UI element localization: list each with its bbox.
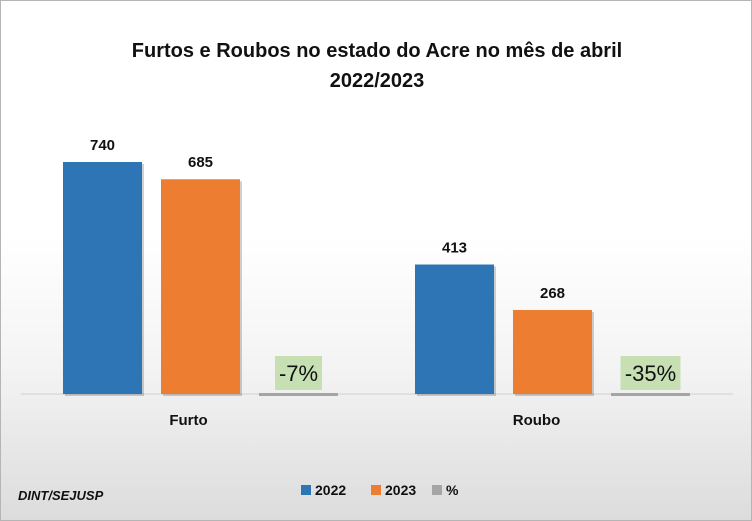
chart-title: Furtos e Roubos no estado do Acre no mês…	[1, 36, 751, 96]
legend-swatch-0	[301, 485, 311, 495]
data-label-2022-furto: 740	[90, 137, 115, 154]
category-label-roubo: Roubo	[513, 412, 560, 429]
legend-swatch-2	[432, 485, 442, 495]
data-label-2023-roubo: 268	[540, 285, 565, 302]
data-label-2023-furto: 685	[188, 154, 213, 171]
percent-label-background	[275, 356, 322, 390]
chart-title-line-1: Furtos e Roubos no estado do Acre no mês…	[131, 40, 623, 62]
bar-2023-furto	[161, 179, 240, 394]
legend-label-2: %	[446, 482, 459, 498]
category-label-furto: Furto	[169, 412, 207, 429]
legend-label-1: 2023	[385, 482, 416, 498]
bar-percent-furto	[259, 393, 338, 396]
legend-label-0: 2022	[315, 482, 346, 498]
source-note: DINT/SEJUSP	[18, 488, 104, 503]
bar-2023-roubo	[513, 309, 592, 394]
chart-title-line-2: 2022/2023	[329, 70, 425, 92]
bar-percent-roubo	[611, 393, 690, 396]
percent-label-background	[620, 356, 681, 390]
data-label-2022-roubo: 413	[442, 240, 467, 257]
legend-swatch-1	[371, 485, 381, 495]
bar-2022-roubo	[415, 264, 494, 394]
data-label-percent-furto: -7%	[279, 361, 318, 386]
bar-2022-furto	[63, 162, 142, 394]
data-label-percent-roubo: -35%	[625, 361, 676, 386]
